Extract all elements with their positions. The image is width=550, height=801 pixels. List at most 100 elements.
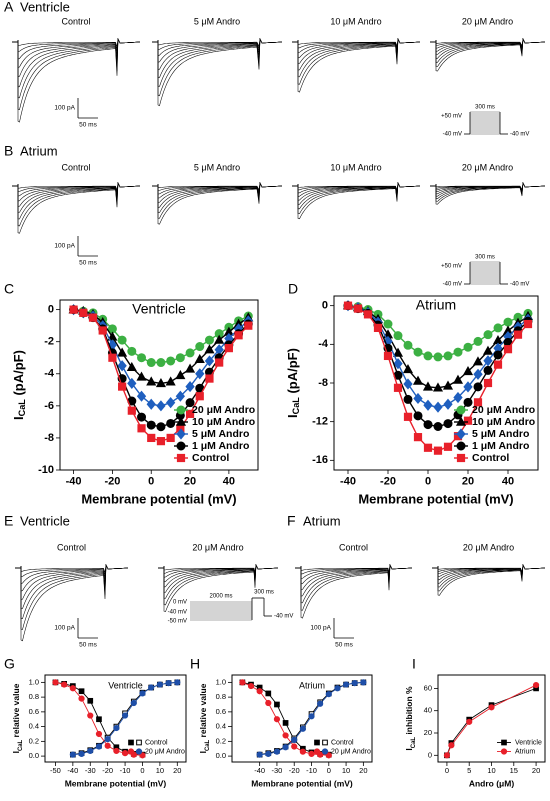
trace-label: 20 μM Andro — [463, 542, 514, 552]
marker — [78, 750, 85, 757]
current-trace — [432, 564, 546, 575]
marker — [463, 381, 473, 393]
marker — [69, 751, 76, 758]
legend-label: Atrium — [515, 748, 535, 755]
legend-marker — [501, 739, 507, 746]
legend-label: Control — [145, 739, 168, 746]
y-label-sub: CaL — [18, 739, 24, 751]
protocol-label: -40 mV — [443, 282, 462, 288]
marker — [194, 353, 205, 364]
marker — [383, 351, 393, 361]
marker — [493, 350, 503, 360]
current-trace — [430, 182, 546, 197]
marker — [117, 360, 127, 372]
current-trace — [12, 38, 141, 47]
trace-label: 10 μM Andro — [330, 16, 381, 26]
y-label-main: I — [404, 748, 414, 750]
current-trace — [158, 563, 279, 593]
marker — [96, 716, 102, 723]
current-trace — [15, 563, 129, 600]
current-trace — [430, 38, 546, 55]
y-tick-label: 0.4 — [29, 722, 39, 731]
marker — [423, 420, 433, 430]
y-tick-label: 0.8 — [29, 692, 39, 701]
marker — [165, 376, 176, 386]
current-trace — [432, 564, 546, 584]
y-tick-label: 0 — [48, 304, 54, 316]
marker — [127, 748, 135, 755]
current-trace — [12, 182, 141, 202]
marker — [503, 345, 513, 354]
scale-time: 50 ms — [79, 642, 97, 649]
y-axis-label: ICaL (pA/pF) — [11, 350, 27, 420]
marker — [247, 682, 255, 690]
marker — [175, 369, 186, 380]
y-label-rest: relative value — [198, 683, 208, 740]
current-trace — [152, 181, 283, 208]
legend-label: 20 μM Andro — [331, 748, 371, 755]
marker — [61, 681, 68, 688]
marker — [69, 685, 76, 692]
marker — [433, 401, 443, 413]
panel-letter: D — [288, 281, 298, 297]
marker — [423, 399, 433, 411]
y-tick-label: -4 — [318, 338, 329, 350]
current-trace — [430, 182, 546, 202]
marker — [136, 739, 142, 746]
x-tick-label: 0 — [445, 766, 449, 775]
current-trace — [292, 181, 421, 205]
marker — [373, 323, 383, 332]
current-trace — [292, 37, 421, 71]
y-label-main: I — [285, 414, 300, 418]
current-trace — [12, 38, 141, 52]
legend-label: Control — [192, 452, 229, 464]
marker — [244, 321, 253, 330]
marker — [273, 716, 281, 723]
x-tick-label: 0 — [148, 476, 154, 488]
marker — [353, 304, 363, 313]
marker — [432, 382, 444, 392]
current-trace — [292, 37, 421, 85]
x-tick-label: 20 — [462, 476, 474, 488]
legend-marker — [175, 416, 187, 426]
marker — [215, 358, 224, 367]
current-trace — [152, 38, 283, 48]
marker — [156, 358, 166, 368]
marker — [174, 679, 181, 686]
current-trace — [430, 38, 546, 49]
marker — [483, 378, 493, 388]
marker — [204, 335, 214, 345]
legend-label: 5 μM Andro — [472, 428, 529, 440]
marker — [185, 348, 195, 358]
current-trace — [295, 564, 413, 572]
y-axis-label: ICaL inhibition % — [404, 686, 416, 751]
x-axis-label: Membrane potential (mV) — [81, 491, 236, 506]
current-trace — [292, 181, 421, 214]
y-tick-label: 0.2 — [29, 736, 39, 745]
marker — [195, 392, 204, 401]
marker — [360, 679, 367, 686]
trace-label: 20 μM Andro — [462, 162, 513, 172]
current-trace — [430, 38, 546, 52]
current-trace — [158, 564, 279, 578]
legend-marker — [456, 428, 466, 440]
marker — [442, 380, 454, 390]
y-tick-label: 0 — [428, 750, 432, 759]
marker — [513, 330, 523, 339]
marker — [127, 406, 136, 415]
y-tick-label: 0 — [322, 300, 328, 312]
x-tick-label: 10 — [342, 766, 350, 775]
y-axis-label: ICaL (pA/pF) — [285, 348, 301, 418]
plot-frame — [59, 299, 259, 471]
marker — [139, 752, 146, 759]
current-trace — [12, 37, 141, 68]
plot-frame — [44, 674, 187, 763]
current-trace — [432, 563, 546, 592]
y-tick-label: -10 — [38, 464, 54, 476]
marker — [322, 739, 328, 746]
marker — [185, 381, 195, 393]
current-trace — [158, 564, 279, 574]
x-axis-label: Membrane potential (mV) — [65, 778, 167, 788]
marker — [121, 712, 129, 719]
